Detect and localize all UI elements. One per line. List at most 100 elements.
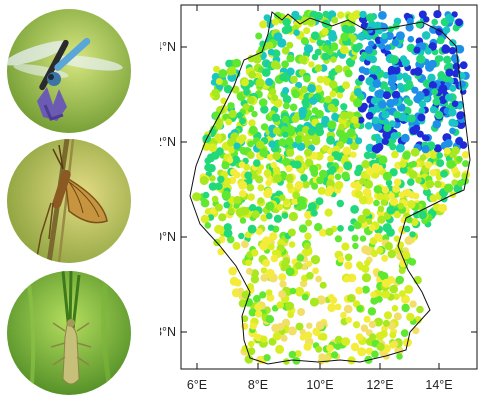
sample-point bbox=[248, 125, 258, 135]
sample-point bbox=[353, 88, 363, 97]
sample-point bbox=[296, 142, 306, 151]
sample-point bbox=[370, 65, 378, 72]
sample-point bbox=[316, 39, 324, 47]
sample-point bbox=[393, 110, 401, 119]
sample-point bbox=[232, 241, 241, 250]
sample-point bbox=[298, 55, 308, 64]
sample-point bbox=[236, 112, 243, 119]
sample-point bbox=[310, 151, 318, 160]
sample-point bbox=[251, 249, 259, 257]
sample-point bbox=[336, 199, 344, 208]
sample-point bbox=[356, 261, 364, 269]
sample-point bbox=[343, 304, 353, 314]
sample-point bbox=[365, 76, 375, 86]
sample-point bbox=[314, 48, 322, 56]
sample-point bbox=[307, 202, 317, 211]
sample-point bbox=[358, 74, 365, 82]
sample-point bbox=[368, 40, 375, 47]
sample-point bbox=[282, 131, 289, 138]
sample-point bbox=[393, 178, 402, 187]
sample-point bbox=[225, 118, 233, 126]
sample-point bbox=[250, 275, 260, 284]
sample-point bbox=[314, 64, 323, 72]
sample-point bbox=[265, 315, 275, 324]
x-tick-label: 8°E bbox=[248, 378, 268, 392]
sample-point bbox=[334, 65, 343, 73]
sample-point bbox=[377, 215, 386, 224]
sample-point bbox=[369, 333, 377, 341]
sample-point bbox=[304, 211, 313, 219]
sample-point bbox=[334, 173, 342, 180]
sample-point bbox=[355, 137, 363, 145]
sample-point bbox=[368, 224, 376, 232]
sample-point bbox=[355, 333, 364, 341]
sample-point bbox=[373, 199, 380, 207]
sample-point bbox=[237, 287, 244, 294]
sample-point bbox=[373, 122, 383, 132]
sample-point bbox=[283, 198, 290, 205]
sample-point bbox=[406, 312, 415, 322]
sample-point bbox=[424, 161, 433, 169]
sample-point bbox=[406, 17, 414, 26]
sample-point bbox=[231, 155, 241, 164]
sample-point bbox=[268, 337, 277, 346]
sample-point bbox=[424, 47, 432, 55]
sample-point bbox=[356, 305, 363, 312]
sample-point bbox=[436, 36, 445, 45]
sample-point bbox=[319, 333, 328, 341]
sample-point bbox=[245, 267, 253, 275]
sample-point bbox=[376, 342, 385, 351]
sample-point bbox=[459, 141, 468, 149]
sample-point bbox=[241, 78, 249, 87]
sample-point bbox=[391, 65, 401, 75]
sample-point bbox=[455, 44, 465, 54]
sample-point bbox=[451, 11, 458, 18]
sample-point bbox=[375, 89, 386, 99]
sample-point bbox=[283, 358, 290, 365]
sample-point bbox=[364, 122, 373, 130]
sample-point bbox=[290, 75, 298, 84]
sample-point bbox=[410, 218, 419, 226]
sample-point bbox=[404, 236, 414, 246]
sample-point bbox=[315, 345, 323, 353]
sample-point bbox=[288, 211, 298, 222]
sample-point bbox=[242, 103, 250, 111]
sample-point bbox=[360, 51, 368, 59]
sample-point bbox=[259, 148, 269, 158]
sample-point bbox=[436, 55, 444, 62]
sample-point bbox=[350, 151, 357, 158]
mayfly-photo bbox=[7, 139, 131, 263]
sample-point bbox=[252, 54, 262, 64]
mayfly-image bbox=[7, 139, 131, 263]
sample-point bbox=[268, 140, 276, 148]
sample-point bbox=[255, 140, 265, 150]
sample-point bbox=[254, 333, 263, 342]
sample-point bbox=[389, 341, 397, 349]
sample-point bbox=[278, 273, 287, 282]
sample-point bbox=[319, 169, 328, 179]
sample-point bbox=[408, 258, 417, 266]
sample-point bbox=[309, 297, 319, 307]
sample-point bbox=[368, 320, 377, 329]
sample-point bbox=[452, 24, 460, 32]
sample-point bbox=[457, 179, 464, 187]
sample-point bbox=[343, 275, 351, 283]
sample-point bbox=[228, 266, 237, 276]
sample-point bbox=[421, 145, 430, 154]
sample-point bbox=[294, 261, 303, 270]
sample-point bbox=[329, 296, 338, 304]
map-panel: 6°E 8°E 10°E 12°E 14°E 48°N 50°N 52°N 54°N bbox=[148, 0, 487, 402]
sample-point bbox=[446, 15, 455, 24]
sample-point bbox=[239, 190, 247, 198]
sample-point bbox=[341, 24, 350, 33]
sample-point bbox=[361, 160, 370, 169]
sample-point bbox=[251, 210, 260, 219]
sample-point bbox=[299, 328, 306, 336]
sample-point bbox=[371, 116, 380, 125]
sample-point bbox=[217, 248, 225, 256]
sample-point bbox=[218, 213, 227, 222]
sample-point bbox=[303, 44, 314, 54]
sample-point bbox=[403, 97, 411, 105]
sample-point bbox=[340, 32, 349, 42]
sample-point bbox=[311, 182, 319, 190]
